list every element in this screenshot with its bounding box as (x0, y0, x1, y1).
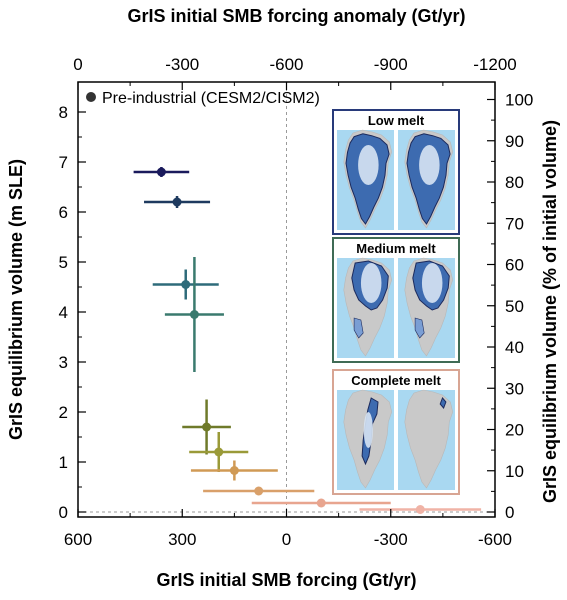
y2-tick-label: 30 (505, 379, 524, 398)
data-point-7 (190, 460, 278, 481)
ice-summit (421, 263, 443, 303)
y2-tick-label: 40 (505, 338, 524, 357)
ice-summit (358, 145, 379, 185)
land-mask (404, 389, 454, 489)
point-marker (181, 280, 191, 289)
y-axis-title: GrIS equilibrium volume (m SLE) (6, 159, 26, 440)
ice-sheet (439, 397, 447, 409)
y-tick-label: 2 (59, 403, 68, 422)
data-point-4 (164, 257, 224, 372)
x-tick-label: -600 (478, 530, 512, 549)
x2-tick-label: 0 (73, 55, 82, 74)
x-tick-label: 600 (64, 530, 92, 549)
x2-tick-label: -600 (269, 55, 303, 74)
southern-ice-cap (414, 317, 425, 339)
southern-ice-cap (353, 317, 364, 339)
point-marker (316, 498, 326, 508)
greenland-map-left (337, 129, 394, 230)
legend-label: Pre-industrial (CESM2/CISM2) (102, 90, 320, 107)
greenland-map-left (337, 257, 394, 358)
y2-tick-label: 0 (505, 503, 514, 522)
y-tick-label: 4 (59, 303, 68, 322)
inset-panel-low: Low melt (332, 109, 460, 235)
x-tick-label: 0 (282, 530, 291, 549)
y2-tick-label: 10 (505, 462, 524, 481)
y-tick-label: 3 (59, 353, 68, 372)
panel-title: Low melt (368, 113, 425, 128)
point-marker (156, 167, 166, 177)
inset-panel-complete: Complete melt (332, 369, 460, 495)
point-marker (214, 447, 224, 457)
ice-summit (419, 145, 440, 185)
y2-tick-label: 20 (505, 421, 524, 440)
greenland-map-left (337, 389, 394, 490)
point-marker (254, 486, 264, 496)
y2-tick-label: 50 (505, 297, 524, 316)
greenland-map-right (398, 257, 455, 358)
data-point-5 (182, 399, 231, 455)
y2-tick-label: 60 (505, 256, 524, 275)
point-marker (202, 422, 212, 432)
x2-tick-label: -300 (165, 55, 199, 74)
y2-tick-label: 80 (505, 173, 524, 192)
panel-title: Medium melt (356, 241, 436, 256)
x2-axis-title: GrIS initial SMB forcing anomaly (Gt/yr) (127, 6, 465, 26)
y-tick-label: 1 (59, 453, 68, 472)
inset-panel-medium: Medium melt (332, 237, 460, 363)
point-marker (415, 505, 425, 514)
data-point-8 (203, 486, 315, 496)
y-tick-label: 6 (59, 203, 68, 222)
y-tick-label: 8 (59, 103, 68, 122)
data-point-10 (359, 505, 482, 514)
ice-summit (363, 412, 373, 448)
x-tick-label: 300 (168, 530, 196, 549)
point-marker (172, 197, 182, 207)
data-point-2 (144, 196, 211, 208)
y-tick-label: 7 (59, 153, 68, 172)
y2-tick-label: 70 (505, 214, 524, 233)
x-tick-label: -300 (374, 530, 408, 549)
data-point-9 (251, 498, 391, 508)
y2-axis-title: GrIS equilibrium volume (% of initial vo… (540, 120, 560, 503)
y2-tick-label: 90 (505, 132, 524, 151)
greenland-map-right (398, 129, 455, 230)
legend-marker (86, 92, 96, 102)
panel-title: Complete melt (351, 373, 441, 388)
y-tick-label: 5 (59, 253, 68, 272)
y2-tick-label: 100 (505, 91, 533, 110)
y-tick-label: 0 (59, 503, 68, 522)
point-marker (229, 466, 239, 475)
data-point-6 (189, 432, 249, 472)
data-point-3 (152, 269, 219, 300)
x2-tick-label: -900 (374, 55, 408, 74)
greenland-map-right (398, 389, 455, 490)
data-point-1 (133, 167, 190, 177)
x-axis-title: GrIS initial SMB forcing (Gt/yr) (156, 570, 416, 590)
point-marker (189, 310, 199, 319)
ice-summit (360, 263, 382, 303)
x2-tick-label: -1200 (473, 55, 516, 74)
